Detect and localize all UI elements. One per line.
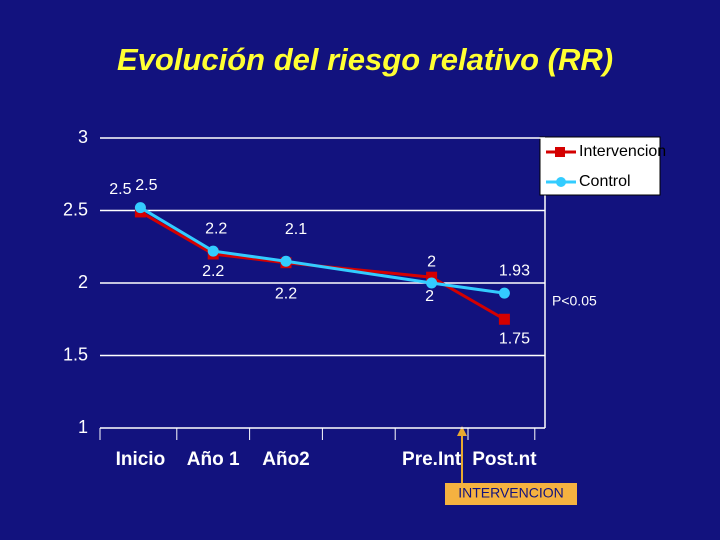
data-label: 2	[425, 288, 434, 305]
legend-label: Control	[579, 173, 631, 190]
annotation-box	[445, 483, 577, 505]
data-label: 2.2	[202, 263, 224, 280]
x-tick-label: Inicio	[116, 449, 166, 470]
data-label: 1.93	[499, 262, 530, 279]
marker	[498, 287, 510, 299]
data-label: 2.1	[285, 221, 307, 238]
data-label: 2.5	[135, 177, 157, 194]
x-tick-label: Pre.Int	[402, 449, 462, 470]
x-tick-label: Post.nt	[472, 449, 537, 470]
data-label: 2	[427, 253, 436, 270]
marker	[426, 271, 438, 283]
data-label: 2.2	[205, 220, 227, 237]
y-tick-label: 2.5	[63, 199, 88, 219]
data-label: 2.2	[275, 285, 297, 302]
data-label: 2.5	[109, 181, 131, 198]
x-tick-label: Año2	[262, 449, 310, 470]
legend-marker	[556, 177, 566, 187]
marker	[498, 313, 510, 325]
annotation: P<0.05	[552, 293, 597, 309]
x-tick-label: Año 1	[187, 449, 240, 470]
marker	[134, 202, 146, 214]
y-tick-label: 3	[78, 127, 88, 147]
marker	[426, 277, 438, 289]
marker	[280, 255, 292, 267]
y-tick-label: 1	[78, 417, 88, 437]
arrow-head	[457, 426, 467, 436]
y-tick-label: 1.5	[63, 344, 88, 364]
legend-label: Intervencion	[579, 143, 666, 160]
legend-marker	[555, 147, 565, 157]
y-tick-label: 2	[78, 272, 88, 292]
data-label: 1.75	[499, 330, 530, 347]
marker	[207, 245, 219, 257]
chart-title: Evolución del riesgo relativo (RR)	[117, 42, 613, 77]
annotation: INTERVENCION	[458, 485, 564, 501]
